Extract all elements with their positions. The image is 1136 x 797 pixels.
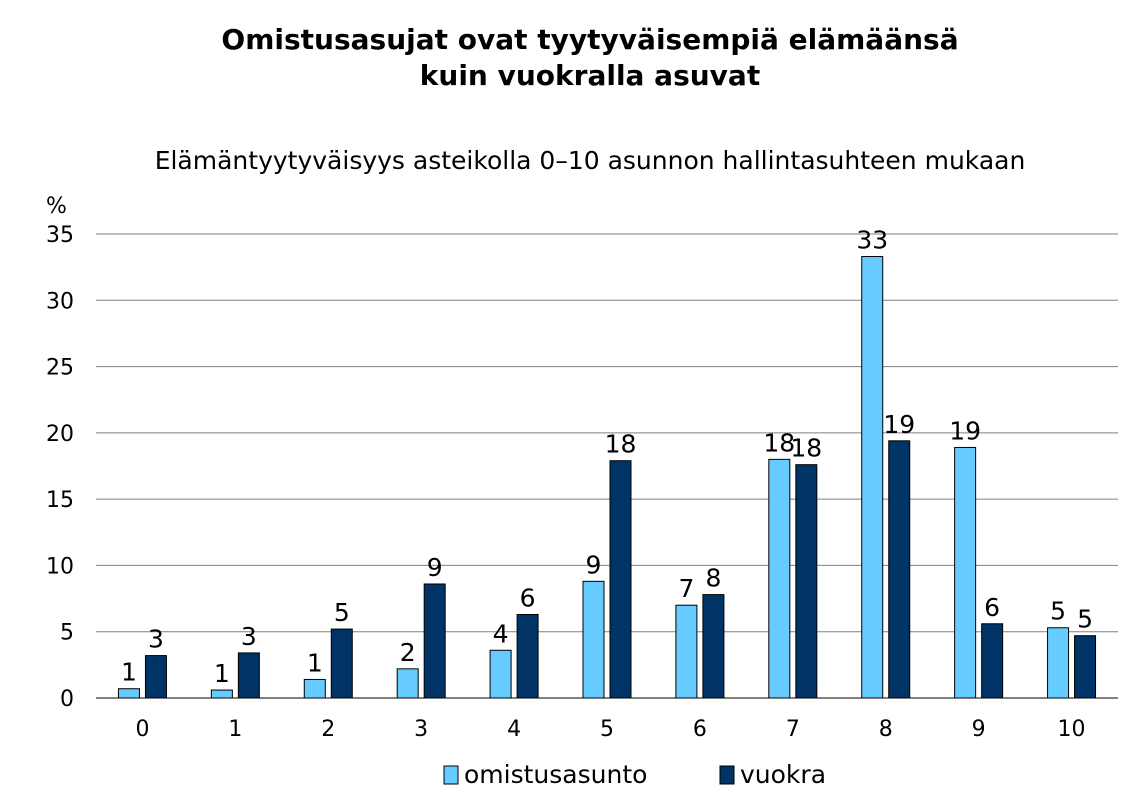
bar-vuokra-4 [516, 613, 539, 699]
bar-label-vuokra-3: 9 [427, 553, 443, 582]
y-tick-label: 5 [60, 621, 74, 646]
x-tick-label: 3 [414, 717, 428, 742]
bar-omistusasunto-2 [303, 678, 326, 699]
legend-swatch-vuokra [719, 765, 735, 785]
bar-vuokra-1 [237, 652, 260, 699]
bar-omistusasunto-10 [1047, 627, 1070, 699]
bar-vuokra-10 [1074, 635, 1097, 699]
y-tick-label: 15 [46, 488, 74, 513]
bar-vuokra-6 [702, 594, 725, 699]
bar-vuokra-8 [888, 440, 911, 699]
y-tick-label: 10 [46, 554, 74, 579]
y-tick-label: 25 [46, 356, 74, 381]
bar-label-omistusasunto-2: 1 [307, 648, 323, 677]
bar-label-vuokra-4: 6 [520, 583, 536, 612]
x-tick-label: 10 [1058, 717, 1086, 742]
chart-title-line-1: Omistusasujat ovat tyytyväisempiä elämää… [221, 23, 959, 56]
bar-label-omistusasunto-7: 18 [763, 428, 795, 457]
bar-omistusasunto-8 [861, 256, 884, 699]
x-tick-label: 5 [600, 717, 614, 742]
bar-label-omistusasunto-1: 1 [214, 659, 230, 688]
bar-omistusasunto-7 [768, 458, 791, 699]
bar-vuokra-0 [144, 655, 167, 699]
y-tick-label: 35 [46, 223, 74, 248]
bar-label-omistusasunto-9: 19 [949, 416, 981, 445]
bar-label-vuokra-6: 8 [705, 564, 721, 593]
gridlines [96, 233, 1118, 699]
x-tick-label: 1 [228, 717, 242, 742]
bar-vuokra-3 [423, 583, 446, 699]
chart-subtitle: Elämäntyytyväisyys asteikolla 0–10 asunn… [154, 146, 1026, 175]
chart-title: Omistusasujat ovat tyytyväisempiä elämää… [0, 22, 1136, 94]
bar-omistusasunto-1 [210, 689, 233, 699]
bar-label-vuokra-10: 5 [1077, 605, 1093, 634]
bar-label-vuokra-9: 6 [984, 593, 1000, 622]
y-tick-label: 30 [46, 289, 74, 314]
bar-label-omistusasunto-0: 1 [121, 658, 137, 687]
bar-label-vuokra-1: 3 [241, 622, 257, 651]
bar-label-omistusasunto-5: 9 [586, 550, 602, 579]
bar-label-vuokra-7: 18 [790, 434, 822, 463]
bar-label-omistusasunto-10: 5 [1050, 597, 1066, 626]
legend-swatch-omistusasunto [443, 765, 459, 785]
bar-omistusasunto-5 [582, 580, 605, 699]
bar-label-omistusasunto-6: 7 [678, 574, 694, 603]
x-tick-label: 9 [972, 717, 986, 742]
bar-omistusasunto-4 [489, 649, 512, 699]
y-axis-ticks: 0 5 10 15 20 25 30 35 [46, 223, 74, 712]
y-axis-label: % [46, 194, 67, 219]
legend: omistusasunto vuokra [443, 760, 826, 789]
bar-omistusasunto-9 [954, 446, 977, 699]
x-tick-label: 2 [321, 717, 335, 742]
y-tick-label: 20 [46, 422, 74, 447]
bar-label-omistusasunto-8: 33 [856, 226, 888, 255]
x-tick-label: 0 [135, 717, 149, 742]
bars [117, 256, 1097, 699]
bar-omistusasunto-3 [396, 668, 419, 699]
x-tick-label: 8 [879, 717, 893, 742]
bar-omistusasunto-6 [675, 604, 698, 699]
x-tick-label: 7 [786, 717, 800, 742]
bar-label-vuokra-8: 19 [883, 410, 915, 439]
legend-label-vuokra: vuokra [740, 760, 826, 789]
bar-label-vuokra-5: 18 [605, 430, 637, 459]
y-tick-label: 0 [60, 687, 74, 712]
bar-vuokra-7 [795, 464, 818, 699]
legend-label-omistusasunto: omistusasunto [464, 760, 647, 789]
x-axis-ticks: 0 1 2 3 4 5 6 7 8 9 10 [135, 717, 1085, 742]
bar-omistusasunto-0 [117, 688, 140, 699]
bar-label-omistusasunto-4: 4 [493, 619, 509, 648]
bar-vuokra-2 [330, 628, 353, 699]
x-tick-label: 4 [507, 717, 521, 742]
bar-vuokra-9 [981, 623, 1004, 699]
bar-label-omistusasunto-3: 2 [400, 638, 416, 667]
bar-label-vuokra-2: 5 [334, 598, 350, 627]
bar-label-vuokra-0: 3 [148, 625, 164, 654]
x-tick-label: 6 [693, 717, 707, 742]
chart-title-line-2: kuin vuokralla asuvat [419, 59, 761, 92]
bar-vuokra-5 [609, 460, 632, 699]
